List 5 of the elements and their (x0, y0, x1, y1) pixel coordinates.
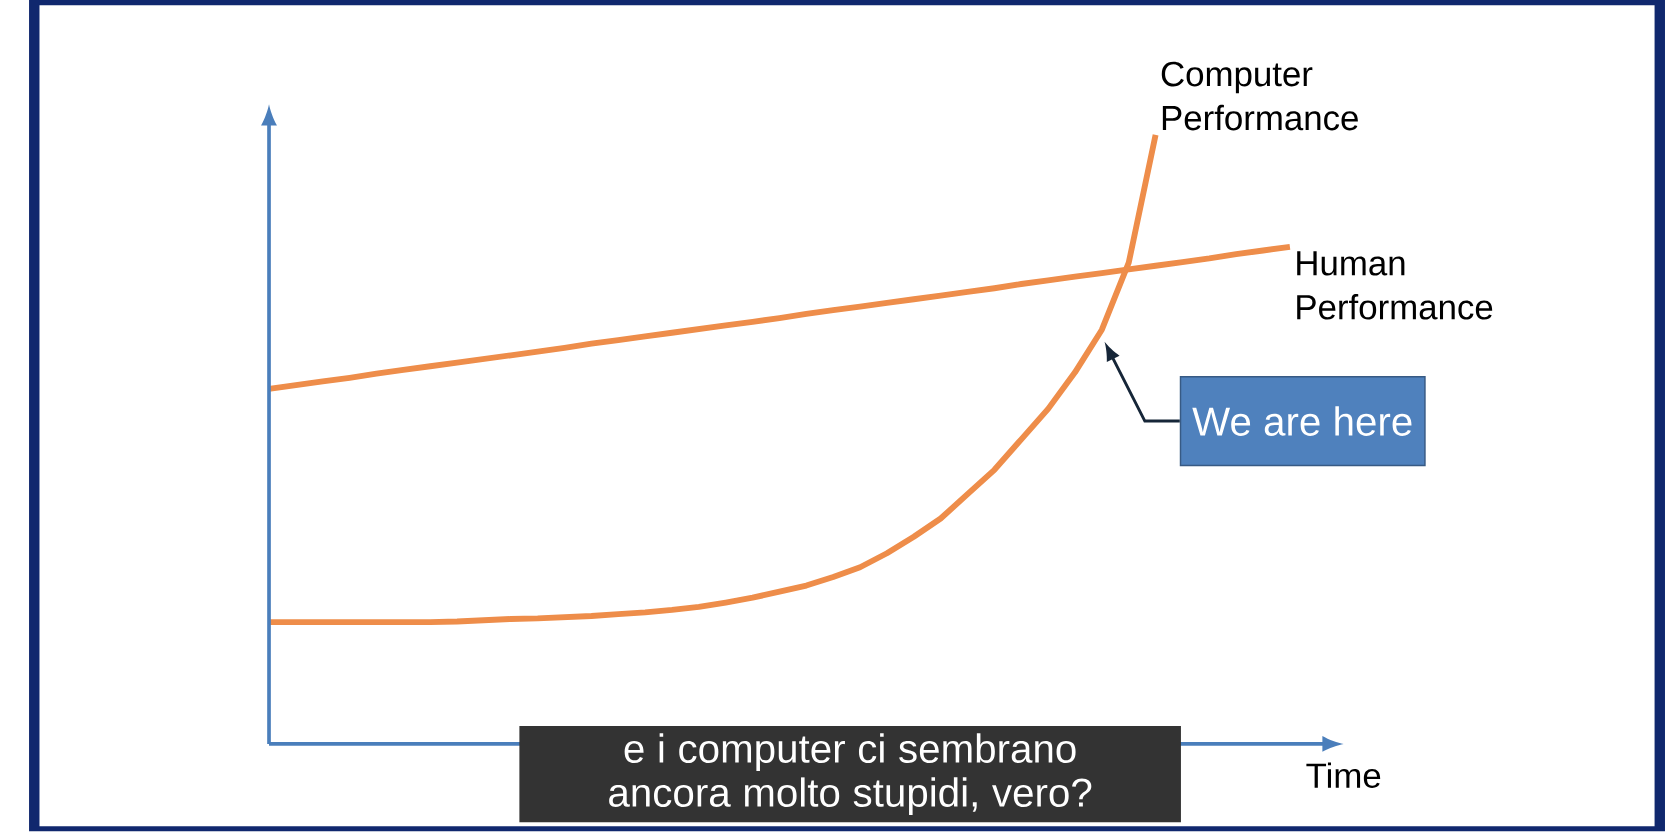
annotation: e i computer ci sembrano ancora molto stupidi, vero? (609, 733, 1092, 816)
series-label: Computer Performance (1161, 61, 1358, 131)
x-axis-title: Time (1306, 762, 1381, 789)
annotation: We are here (1192, 406, 1412, 437)
series-label: Human Performance (1297, 251, 1493, 320)
